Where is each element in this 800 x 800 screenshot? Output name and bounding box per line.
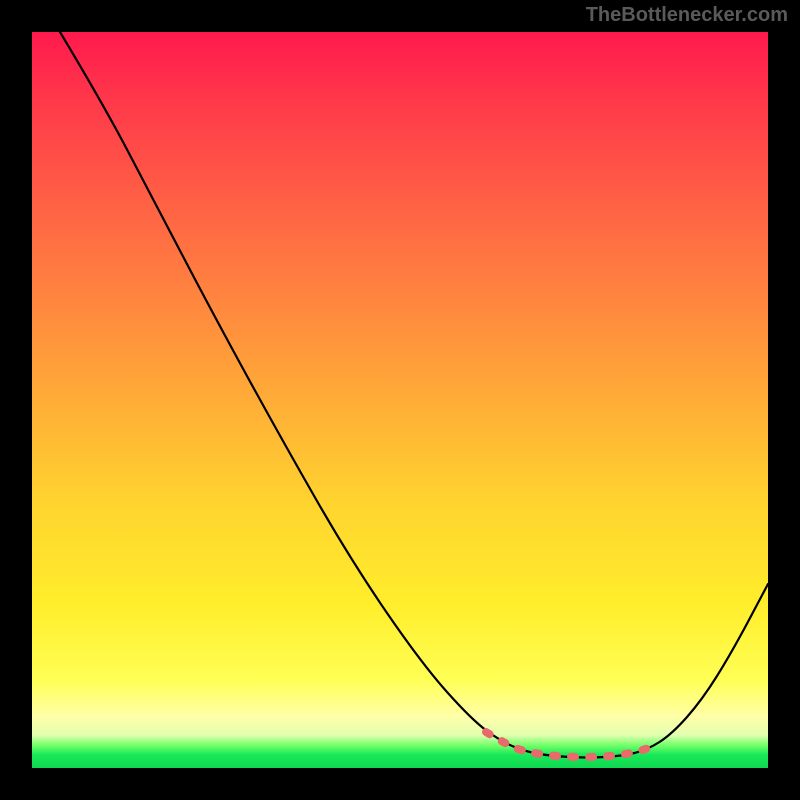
optimal-range-marker	[486, 732, 657, 757]
watermark-text: TheBottlenecker.com	[586, 4, 788, 27]
chart-svg	[32, 32, 768, 768]
plot-area	[32, 32, 768, 768]
bottleneck-curve	[60, 32, 768, 758]
